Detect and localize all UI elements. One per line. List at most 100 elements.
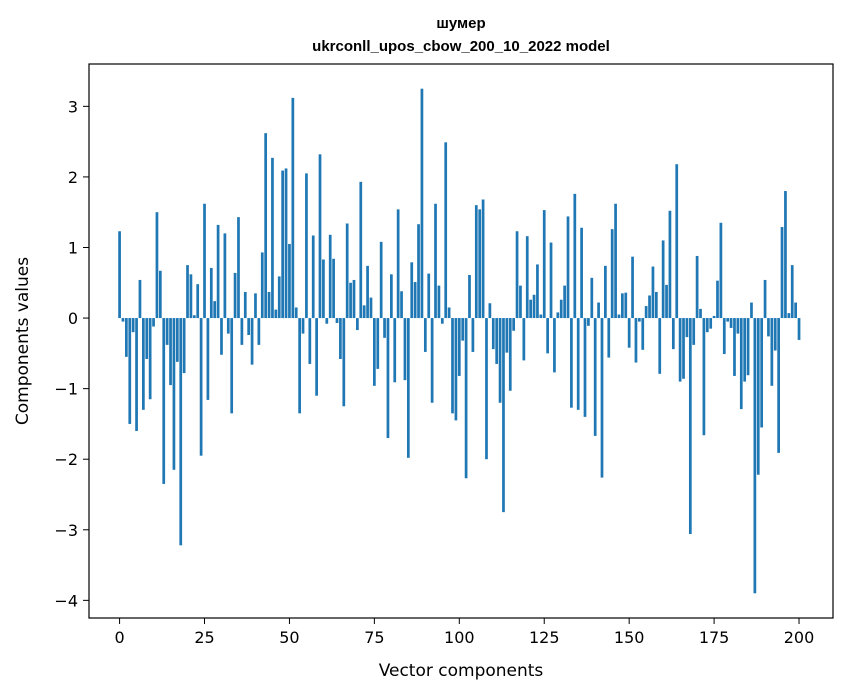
bar (529, 299, 532, 319)
bar (515, 231, 519, 319)
bar (379, 241, 383, 319)
bar (277, 276, 281, 319)
bar (318, 154, 322, 319)
bar (736, 318, 740, 334)
bar (607, 318, 611, 358)
bar (726, 318, 730, 322)
bar (274, 309, 278, 319)
bar (223, 233, 227, 319)
bars (118, 88, 801, 594)
bar (383, 318, 386, 338)
bar (288, 243, 291, 319)
bar (440, 318, 444, 324)
bar (220, 318, 223, 355)
chart-subtitle: ukrconll_upos_cbow_200_10_2022 model (312, 38, 610, 55)
bar (189, 274, 193, 319)
y-tick-label: 2 (68, 168, 78, 187)
x-tick-label: 200 (784, 628, 815, 647)
bar (617, 314, 621, 319)
bar (593, 318, 597, 436)
y-tick-label: −1 (54, 380, 78, 399)
bar (400, 291, 403, 319)
bar (525, 236, 529, 319)
bar (250, 318, 254, 365)
bar (505, 318, 509, 353)
bar (627, 318, 631, 348)
bar (451, 318, 454, 414)
bar (264, 133, 268, 319)
bar (471, 318, 475, 352)
bar (461, 318, 465, 341)
bar (502, 318, 505, 513)
bar (213, 301, 217, 319)
bar (508, 318, 512, 391)
bar (396, 209, 400, 319)
bar (621, 293, 624, 319)
bar (770, 318, 774, 386)
bar (573, 193, 577, 319)
bar (349, 282, 352, 319)
bar (172, 318, 176, 470)
bar (780, 227, 784, 319)
bar (196, 284, 200, 319)
bar (118, 231, 121, 319)
bar (767, 318, 770, 337)
bar (158, 270, 162, 319)
x-tick-label: 25 (194, 628, 214, 647)
bar (485, 318, 488, 460)
bar (179, 318, 183, 546)
bar (644, 306, 648, 319)
bar (542, 210, 546, 319)
bar (590, 277, 594, 319)
bar (478, 209, 482, 319)
x-tick-label: 125 (529, 628, 560, 647)
bar (522, 318, 526, 361)
bar (587, 318, 590, 326)
bar (322, 259, 325, 319)
y-tick-label: −3 (54, 521, 78, 540)
bar (597, 302, 600, 319)
bar (281, 170, 284, 319)
bar (750, 302, 753, 319)
bar (583, 318, 587, 417)
bar (600, 318, 604, 478)
bar (641, 318, 645, 350)
bar (186, 265, 189, 319)
bar (563, 285, 566, 319)
bar (254, 293, 257, 319)
bar (325, 318, 329, 324)
bar (393, 318, 397, 383)
bar (464, 318, 468, 479)
bar (373, 318, 376, 386)
bar (345, 223, 349, 319)
chart-title: шумер (436, 15, 485, 32)
bar (260, 252, 264, 319)
bar (692, 318, 696, 345)
bar (271, 157, 274, 319)
bar (305, 173, 308, 319)
bar (610, 229, 614, 319)
bar (468, 275, 471, 319)
bar (739, 318, 743, 410)
bar (390, 274, 393, 319)
bar (406, 318, 410, 458)
bar (444, 142, 448, 319)
bar (756, 318, 760, 475)
bar (342, 318, 346, 407)
bar (135, 318, 138, 431)
bar (797, 318, 801, 340)
bar (787, 313, 791, 319)
bar (131, 318, 135, 333)
y-tick-label: −2 (54, 450, 78, 469)
bar (199, 318, 203, 456)
bar (702, 318, 706, 436)
bar (746, 318, 750, 376)
bar (678, 318, 682, 382)
bar (481, 199, 485, 319)
bar (665, 284, 668, 319)
bar (230, 318, 234, 414)
plot-frame (88, 63, 834, 619)
bar (294, 307, 298, 319)
bar (311, 235, 315, 319)
x-tick-label: 0 (114, 628, 124, 647)
